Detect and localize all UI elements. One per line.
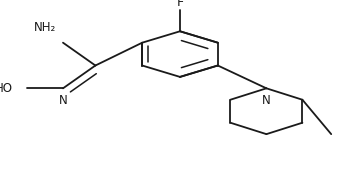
Text: N: N (59, 94, 67, 107)
Text: HO: HO (0, 82, 13, 95)
Text: N: N (262, 94, 271, 107)
Text: F: F (176, 0, 184, 9)
Text: NH₂: NH₂ (33, 21, 56, 34)
